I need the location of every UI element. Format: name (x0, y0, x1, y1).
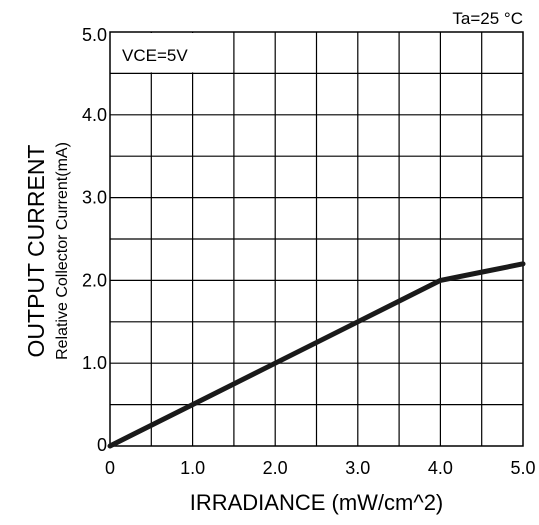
x-tick-labels: 0 1.0 2.0 3.0 4.0 5.0 (105, 458, 536, 478)
y-tick-label: 4.0 (82, 105, 107, 125)
y-axis-sublabel: Relative Collector Current(mA) (54, 142, 71, 360)
plot-frame (109, 31, 524, 447)
y-tick-label: 5.0 (82, 25, 107, 45)
series (107, 261, 526, 449)
y-tick-labels: 0 1.0 2.0 3.0 4.0 5.0 (82, 25, 107, 455)
y-tick-label: 0 (97, 435, 107, 455)
x-tick-label: 4.0 (428, 458, 453, 478)
y-tick-label: 2.0 (82, 270, 107, 290)
x-tick-label: 1.0 (180, 458, 205, 478)
series-line (107, 261, 526, 449)
y-axis-label: OUTPUT CURRENT (23, 145, 49, 358)
x-tick-label: 0 (105, 458, 115, 478)
annotation-background (111, 33, 233, 73)
condition-label: Ta=25 °C (452, 9, 523, 28)
x-axis-label: IRRADIANCE (mW/cm^2) (190, 490, 444, 515)
y-tick-label: 3.0 (82, 188, 107, 208)
x-tick-label: 3.0 (345, 458, 370, 478)
y-tick-label: 1.0 (82, 353, 107, 373)
x-tick-label: 2.0 (263, 458, 288, 478)
grid (110, 32, 523, 446)
annotation-box: VCE=5V (111, 33, 233, 73)
x-tick-label: 5.0 (510, 458, 535, 478)
annotation-vce: VCE=5V (122, 46, 188, 65)
